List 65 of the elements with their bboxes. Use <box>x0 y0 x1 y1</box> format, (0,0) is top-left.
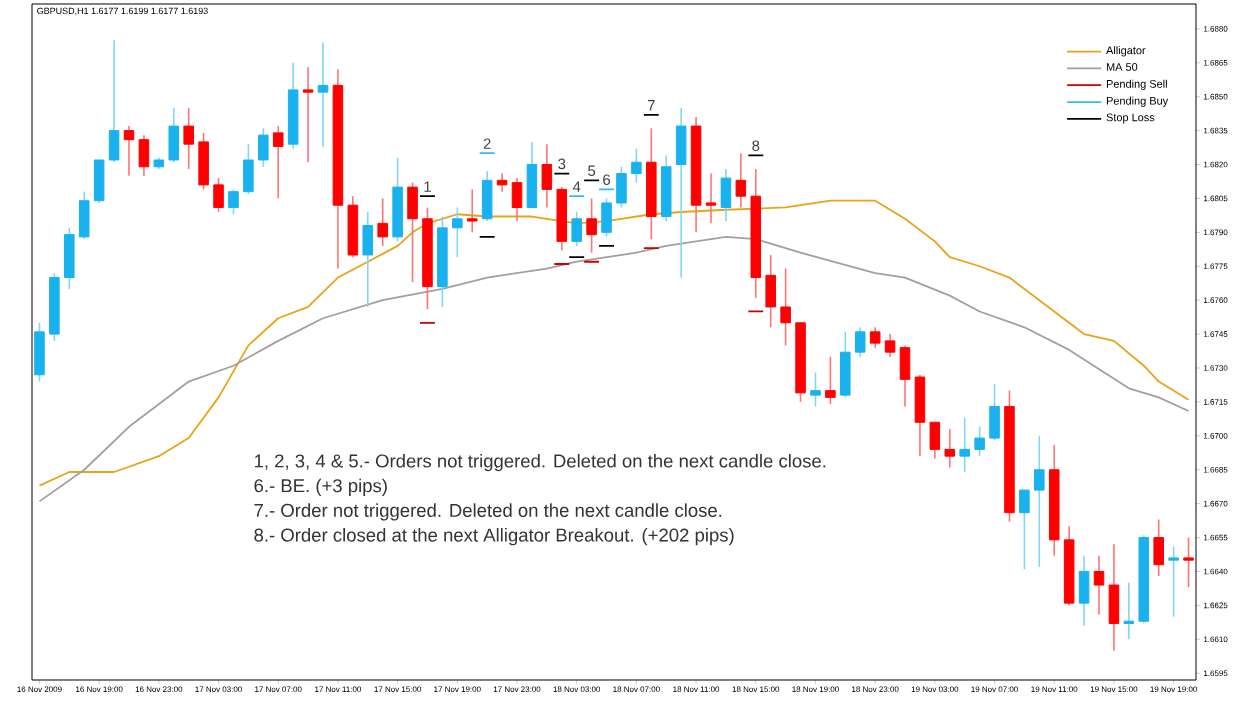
candlestick <box>974 425 985 457</box>
candlestick <box>854 326 866 358</box>
candlestick <box>243 143 254 195</box>
candlestick <box>765 254 776 329</box>
candlestick <box>258 127 269 168</box>
candlestick <box>302 66 314 164</box>
candlestick <box>1019 489 1030 571</box>
candlestick <box>64 227 75 290</box>
candlestick <box>959 416 970 473</box>
candlestick <box>869 326 881 349</box>
candlestick <box>272 125 284 200</box>
candlestick <box>944 428 956 469</box>
candlestick <box>705 172 717 225</box>
candlestick <box>571 211 582 247</box>
candlestick <box>1034 435 1045 568</box>
candlestick <box>168 107 180 164</box>
candlestick <box>541 143 553 209</box>
candlestick <box>1168 545 1179 618</box>
candlestick <box>317 41 329 148</box>
candlestick <box>780 267 791 347</box>
candlestick <box>407 181 418 283</box>
candlestick <box>78 190 90 240</box>
candlestick <box>34 321 45 383</box>
candlestick <box>213 177 224 213</box>
candlestick <box>481 170 493 222</box>
candlestick <box>601 197 612 238</box>
candlestick <box>183 107 194 170</box>
candlestick <box>1153 518 1164 577</box>
candlestick <box>123 125 135 177</box>
candlestick <box>884 333 896 358</box>
candlestick <box>675 107 687 279</box>
candlestick <box>496 172 508 193</box>
candlestick <box>914 373 926 457</box>
candlestick <box>1183 536 1194 589</box>
candlestick <box>1108 543 1120 652</box>
candlestick <box>526 141 538 209</box>
candlestick <box>377 197 388 247</box>
candlestick <box>586 197 597 254</box>
candlestick <box>452 206 463 259</box>
candlestick <box>228 188 239 216</box>
candlestick <box>1078 554 1090 627</box>
annotation: 8.- Order closed at the next Alligator Breakout. (+202 pips) <box>254 528 734 546</box>
candlestick <box>631 147 642 184</box>
candlestick <box>362 211 374 308</box>
candlestick <box>899 344 911 408</box>
candlestick <box>1123 581 1135 641</box>
candlestick <box>108 39 120 164</box>
line-series <box>38 235 1190 503</box>
candlestick <box>840 331 851 399</box>
candlestick <box>825 355 836 405</box>
candlestick <box>989 383 1000 442</box>
candlestick <box>616 165 627 209</box>
candlestick <box>93 159 105 204</box>
candlestick <box>138 134 150 177</box>
annotation: 1, 2, 3, 4 & 5.- Orders not triggered. Deleted on the next candle close. <box>254 453 826 472</box>
candlestick <box>735 152 747 209</box>
candlestick <box>1093 554 1105 616</box>
candlestick <box>511 177 523 222</box>
candlestick <box>466 188 478 234</box>
annotation: 6.- BE. (+3 pips) <box>254 478 387 496</box>
candlestick <box>198 132 209 191</box>
candlestick <box>929 421 941 460</box>
annotation: 7.- Order not triggered. Deleted on the next candle close. <box>254 503 722 521</box>
candlestick <box>720 168 732 222</box>
candlestick <box>810 371 821 408</box>
